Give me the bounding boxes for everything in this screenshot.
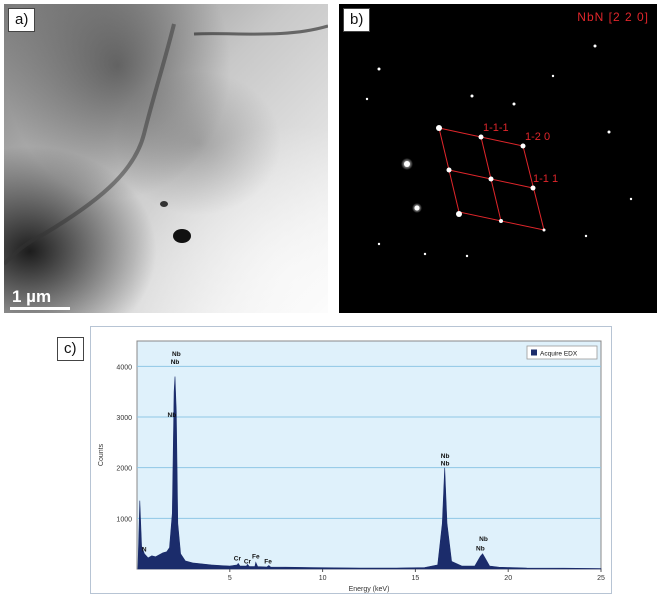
peak-label: Nb: [171, 359, 180, 366]
peak-label: Nb: [476, 545, 485, 552]
diffraction-spots: [365, 44, 633, 258]
peak-label: Fe: [252, 553, 260, 560]
peak-label: Cr: [244, 558, 252, 565]
diffraction-svg: 1-1-1 1-2 0 1-1 1: [365, 44, 633, 258]
panel-b-label: b): [343, 8, 371, 32]
peak-label: Nb: [441, 453, 450, 460]
peak-label: Fe: [264, 558, 272, 565]
y-axis-label: Counts: [98, 443, 105, 466]
edx-spectrum-chart: 1000 2000 3000 4000 5 10 15 20 25 Energy (keV) Cou…: [98, 340, 605, 593]
y-tick-label: 3000: [116, 415, 132, 422]
micrograph-features: [4, 23, 328, 266]
peak-label: Nb: [172, 351, 181, 358]
spot-label: 1-2 0: [525, 131, 550, 143]
peak-label: Nb: [441, 461, 450, 468]
x-tick-label: 5: [228, 575, 232, 582]
y-tick-label: 4000: [116, 364, 132, 371]
peak-label: Nb: [168, 412, 177, 419]
particle: [173, 229, 191, 243]
y-tick-label: 2000: [116, 466, 132, 473]
zone-axis-label: NbN [2 2 0]: [577, 10, 649, 24]
spectrum-area: [137, 376, 602, 570]
peak-label: Cr: [234, 555, 242, 562]
y-tick-label: 1000: [116, 516, 132, 523]
tem-micrograph: a) 1 µm: [4, 4, 328, 313]
panel-c-label: c): [57, 337, 84, 361]
diffraction-pattern: b) NbN [2 2 0]: [339, 4, 657, 313]
x-axis-label: Energy (keV): [349, 586, 390, 593]
scale-bar: [10, 307, 70, 310]
panel-a-label: a): [8, 8, 36, 32]
x-tick-label: 25: [597, 575, 605, 582]
legend-swatch: [531, 349, 537, 356]
spot-label: 1-1-1: [483, 122, 509, 134]
edx-spectrum-panel: 1000 2000 3000 4000 5 10 15 20 25 Energy (keV) Cou…: [90, 326, 612, 594]
x-tick-label: 15: [412, 575, 420, 582]
scale-bar-label: 1 µm: [12, 287, 52, 306]
legend-label: Acquire EDX: [540, 351, 578, 358]
x-tick-label: 20: [504, 575, 512, 582]
x-tick-label: 10: [319, 575, 327, 582]
plot-area: [136, 340, 602, 570]
peak-label: N: [142, 546, 147, 553]
spot-label: 1-1 1: [533, 173, 558, 185]
peak-label: Nb: [479, 536, 488, 543]
legend-box: [526, 345, 598, 360]
